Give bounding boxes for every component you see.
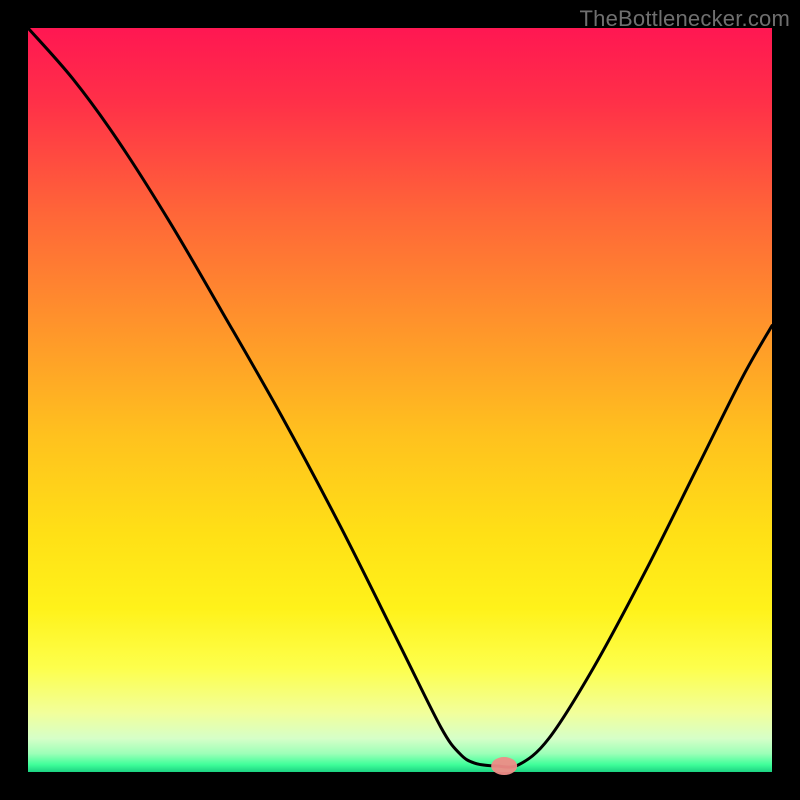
optimal-point-marker [491, 757, 517, 775]
chart-stage: TheBottlenecker.com [0, 0, 800, 800]
attribution-text: TheBottlenecker.com [580, 6, 790, 32]
plot-gradient-background [28, 28, 772, 772]
chart-svg [0, 0, 800, 800]
